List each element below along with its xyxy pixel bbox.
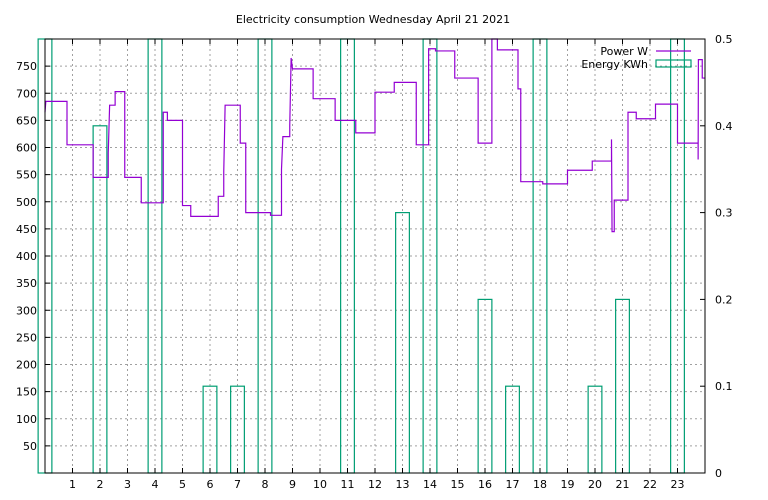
y-tick-label-300: 300 [16,304,37,317]
y-tick-label-750: 750 [16,60,37,73]
y-tick-label-600: 600 [16,142,37,155]
y2-tick-label-0.1: 0.1 [715,380,733,393]
x-tick-label-21: 21 [616,478,630,491]
x-tick-label-13: 13 [396,478,410,491]
y2-tick-label-0.5: 0.5 [715,33,733,46]
y-tick-label-450: 450 [16,223,37,236]
x-tick-label-11: 11 [341,478,355,491]
chart-title: Electricity consumption Wednesday April … [236,13,510,26]
x-tick-label-15: 15 [451,478,465,491]
x-tick-label-7: 7 [234,478,241,491]
y-tick-label-150: 150 [16,386,37,399]
x-tick-label-5: 5 [179,478,186,491]
y2-tick-label-0: 0 [715,467,722,480]
x-tick-label-16: 16 [478,478,492,491]
x-tick-label-20: 20 [588,478,602,491]
y-tick-label-400: 400 [16,250,37,263]
legend: Power W Energy KWh [581,45,692,71]
power-line [44,38,705,233]
y-tick-label-200: 200 [16,359,37,372]
x-tick-label-12: 12 [368,478,382,491]
x-tick-label-10: 10 [313,478,327,491]
legend-energy-swatch [655,59,692,68]
legend-energy-label: Energy KWh [581,58,648,71]
y-tick-label-500: 500 [16,196,37,209]
y-tick-label-550: 550 [16,169,37,182]
x-tick-label-22: 22 [643,478,657,491]
y-tick-label-650: 650 [16,114,37,127]
x-tick-label-9: 9 [289,478,296,491]
y-tick-label-100: 100 [16,413,37,426]
x-tick-label-14: 14 [423,478,437,491]
energy-bar-hour-13 [395,212,410,474]
x-tick-label-2: 2 [97,478,104,491]
axes: 1 2 3 4 5 6 7 8 9 10 11 12 13 14 15 16 17 18 19 20 21 22 23501… [16,33,733,491]
y2-tick-label-0.3: 0.3 [715,207,733,220]
x-tick-label-8: 8 [262,478,269,491]
x-tick-label-1: 1 [69,478,76,491]
x-tick-label-23: 23 [671,478,685,491]
x-tick-label-6: 6 [207,478,214,491]
x-tick-label-18: 18 [533,478,547,491]
x-tick-label-4: 4 [152,478,159,491]
y-tick-label-250: 250 [16,331,37,344]
y2-tick-label-0.4: 0.4 [715,120,733,133]
y-tick-label-350: 350 [16,277,37,290]
y2-tick-label-0.2: 0.2 [715,293,733,306]
y-tick-label-50: 50 [23,440,37,453]
x-tick-label-17: 17 [506,478,520,491]
legend-power-label: Power W [600,45,648,58]
x-tick-label-19: 19 [561,478,575,491]
y-tick-label-700: 700 [16,87,37,100]
x-tick-label-3: 3 [124,478,131,491]
power-line-layer [44,38,705,233]
